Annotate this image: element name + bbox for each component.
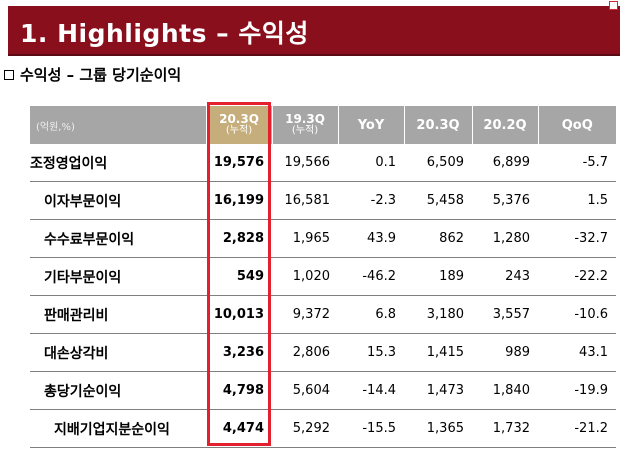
column-header: 20.3Q bbox=[403, 106, 472, 144]
table-cell: 1,415 bbox=[404, 333, 472, 372]
table-cell: 16,199 bbox=[206, 181, 272, 220]
table-cell: -2.3 bbox=[338, 181, 404, 220]
title-bar: 1. Highlights – 수익성 bbox=[8, 6, 620, 56]
column-header: YoY bbox=[337, 106, 404, 144]
table-row: 이자부문이익 16,199 16,581 -2.3 5,458 5,376 1.… bbox=[30, 181, 616, 220]
table-cell: 43.1 bbox=[538, 333, 616, 372]
row-label: 수수료부문이익 bbox=[30, 219, 206, 258]
table-cell: 5,458 bbox=[404, 181, 472, 220]
table-cell: 16,581 bbox=[272, 181, 338, 220]
table-cell: -14.4 bbox=[338, 371, 404, 410]
table-cell: 189 bbox=[404, 257, 472, 296]
table-header-row: (억원,%) 20.3Q (누적) 19.3Q (누적) YoY 20.3Q 2… bbox=[30, 106, 616, 144]
column-header-label: 20.3Q bbox=[219, 112, 259, 126]
profit-table: (억원,%) 20.3Q (누적) 19.3Q (누적) YoY 20.3Q 2… bbox=[30, 106, 616, 448]
section-subtitle: 수익성 – 그룹 당기순이익 bbox=[4, 64, 181, 85]
row-label: 총당기순이익 bbox=[30, 371, 206, 410]
table-cell: 2,806 bbox=[272, 333, 338, 372]
table-cell: 5,376 bbox=[472, 181, 538, 220]
table-row: 대손상각비 3,236 2,806 15.3 1,415 989 43.1 bbox=[30, 333, 616, 372]
table-cell: 1,365 bbox=[404, 409, 472, 448]
table-cell: 5,292 bbox=[272, 409, 338, 448]
column-header: 20.3Q (누적) bbox=[205, 106, 272, 144]
table-cell: 15.3 bbox=[338, 333, 404, 372]
table-cell: 43.9 bbox=[338, 219, 404, 258]
table-cell: 1,732 bbox=[472, 409, 538, 448]
column-header-sub: (누적) bbox=[291, 125, 319, 136]
table-row: 총당기순이익 4,798 5,604 -14.4 1,473 1,840 -19… bbox=[30, 371, 616, 410]
table-cell: -46.2 bbox=[338, 257, 404, 296]
table-cell: 2,828 bbox=[206, 219, 272, 258]
row-label: 대손상각비 bbox=[30, 333, 206, 372]
table-cell: -5.7 bbox=[538, 144, 616, 182]
row-label: 판매관리비 bbox=[30, 295, 206, 334]
table-cell: 549 bbox=[206, 257, 272, 296]
column-header: 20.2Q bbox=[471, 106, 538, 144]
table-row: 지배기업지분순이익 4,474 5,292 -15.5 1,365 1,732 … bbox=[30, 409, 616, 448]
table-cell: 1,965 bbox=[272, 219, 338, 258]
table-cell: 10,013 bbox=[206, 295, 272, 334]
row-label: 조정영업이익 bbox=[30, 144, 206, 182]
table-cell: 1,280 bbox=[472, 219, 538, 258]
table-cell: -19.9 bbox=[538, 371, 616, 410]
table-cell: 3,180 bbox=[404, 295, 472, 334]
table-cell: 4,474 bbox=[206, 409, 272, 448]
table-cell: 1,020 bbox=[272, 257, 338, 296]
table-cell: 1.5 bbox=[538, 181, 616, 220]
table-cell: 0.1 bbox=[338, 144, 404, 182]
table-cell: 5,604 bbox=[272, 371, 338, 410]
table-cell: 862 bbox=[404, 219, 472, 258]
page-title: 1. Highlights – 수익성 bbox=[20, 19, 309, 48]
table-cell: 243 bbox=[472, 257, 538, 296]
column-header: QoQ bbox=[537, 106, 616, 144]
column-header-label: 19.3Q bbox=[285, 112, 325, 126]
table-cell: -10.6 bbox=[538, 295, 616, 334]
table-row: 기타부문이익 549 1,020 -46.2 189 243 -22.2 bbox=[30, 257, 616, 296]
table-cell: -21.2 bbox=[538, 409, 616, 448]
table-cell: -32.7 bbox=[538, 219, 616, 258]
column-header-sub: (누적) bbox=[225, 125, 253, 136]
row-label: 기타부문이익 bbox=[30, 257, 206, 296]
table-cell: 9,372 bbox=[272, 295, 338, 334]
table-cell: 6,509 bbox=[404, 144, 472, 182]
unit-label: (억원,%) bbox=[30, 106, 206, 144]
table-row: 조정영업이익 19,576 19,566 0.1 6,509 6,899 -5.… bbox=[30, 144, 616, 182]
table-cell: 1,840 bbox=[472, 371, 538, 410]
checkbox-bullet-icon bbox=[4, 69, 14, 80]
table-cell: 6,899 bbox=[472, 144, 538, 182]
table-row: 판매관리비 10,013 9,372 6.8 3,180 3,557 -10.6 bbox=[30, 295, 616, 334]
table-cell: 6.8 bbox=[338, 295, 404, 334]
section-subtitle-text: 수익성 – 그룹 당기순이익 bbox=[20, 66, 182, 84]
row-label: 지배기업지분순이익 bbox=[30, 409, 206, 448]
corner-square-icon bbox=[609, 1, 618, 10]
table-cell: 4,798 bbox=[206, 371, 272, 410]
table-cell: 3,557 bbox=[472, 295, 538, 334]
row-label: 이자부문이익 bbox=[30, 181, 206, 220]
table-cell: -15.5 bbox=[338, 409, 404, 448]
table-cell: 19,566 bbox=[272, 144, 338, 182]
table-cell: 19,576 bbox=[206, 144, 272, 182]
table-cell: 3,236 bbox=[206, 333, 272, 372]
table-cell: -22.2 bbox=[538, 257, 616, 296]
column-header: 19.3Q (누적) bbox=[271, 106, 338, 144]
table-cell: 989 bbox=[472, 333, 538, 372]
table-row: 수수료부문이익 2,828 1,965 43.9 862 1,280 -32.7 bbox=[30, 219, 616, 258]
table-cell: 1,473 bbox=[404, 371, 472, 410]
